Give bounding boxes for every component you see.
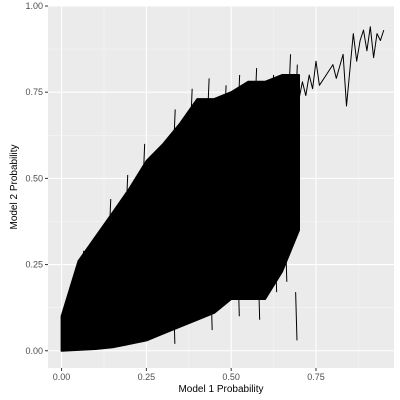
- data-line-dense-band: [60, 54, 300, 352]
- y-axis-title: Model 2 Probability: [9, 144, 20, 229]
- x-axis: 0.00 0.25 0.50 0.75: [53, 368, 325, 382]
- line-spike: [237, 268, 240, 317]
- line-spike: [156, 150, 159, 193]
- line-spike: [237, 74, 241, 117]
- y-tick-label: 0.00: [25, 346, 43, 356]
- line-spike: [142, 143, 146, 186]
- x-tick-label: 0.50: [222, 372, 240, 382]
- line-spike: [67, 295, 71, 337]
- line-spike: [189, 88, 193, 131]
- line-spike: [223, 85, 227, 127]
- x-tick-label: 0.75: [307, 372, 325, 382]
- line-spike: [257, 271, 261, 320]
- line-spike: [81, 250, 85, 293]
- line-spike: [91, 243, 95, 286]
- series-line-0: [298, 26, 385, 107]
- x-axis-title: Model 1 Probability: [178, 384, 263, 395]
- line-spike: [108, 199, 112, 241]
- line-spike: [206, 78, 210, 120]
- line-spike: [271, 74, 275, 117]
- x-tick-label: 0.00: [53, 372, 71, 382]
- line-spike: [173, 109, 176, 151]
- line-spike: [274, 243, 278, 293]
- y-tick-label: 0.25: [25, 260, 43, 270]
- line-spike: [173, 295, 176, 344]
- y-tick-label: 0.75: [25, 87, 43, 97]
- line-spike: [125, 174, 129, 217]
- y-axis: 0.00 0.25 0.50 0.75 1.00: [25, 1, 48, 356]
- line-spike: [295, 292, 298, 341]
- line-spike: [295, 64, 298, 107]
- x-tick-label: 0.25: [138, 372, 156, 382]
- y-tick-label: 0.50: [25, 173, 43, 183]
- line-spike: [210, 281, 213, 331]
- data-series-layer: [298, 26, 385, 107]
- line-spike: [254, 68, 258, 110]
- line-spike: [288, 54, 292, 96]
- y-tick-label: 1.00: [25, 1, 43, 11]
- line-spike: [284, 233, 288, 282]
